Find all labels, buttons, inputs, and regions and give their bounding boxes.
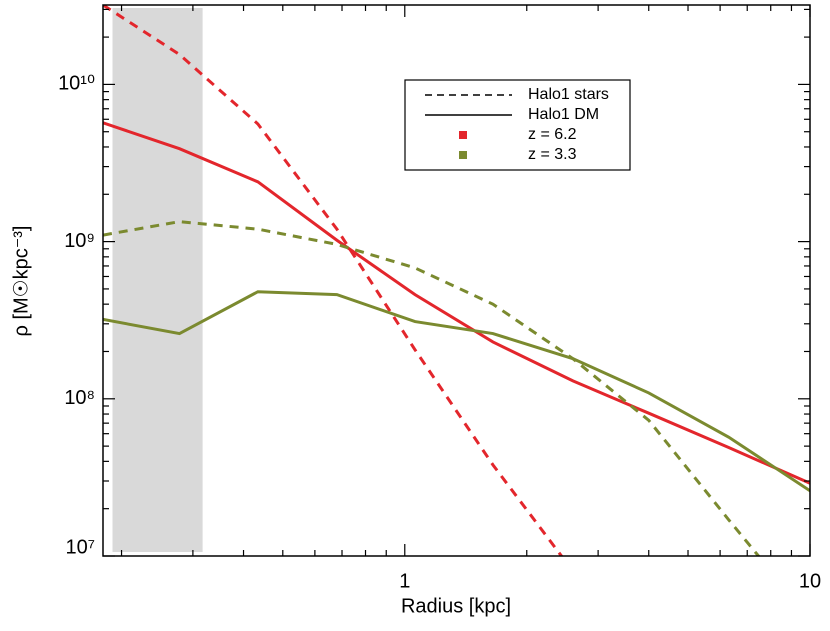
- x-axis-label: Radius [kpc]: [401, 595, 511, 617]
- y-tick-label: 10⁷: [66, 536, 95, 558]
- y-axis-label: ρ [M☉kpc⁻³]: [10, 226, 32, 337]
- y-tick-label: 10¹⁰: [58, 73, 95, 95]
- legend: Halo1 stars Halo1 DM z = 6.2 z = 3.3: [404, 79, 631, 171]
- data-line: [103, 220, 761, 556]
- data-line: [103, 121, 810, 485]
- x-tick-label: 1: [399, 570, 410, 592]
- data-line: [103, 5, 564, 556]
- data-line: [103, 290, 810, 493]
- legend-label: Halo1 DM: [528, 106, 599, 123]
- plot-lines: [103, 5, 810, 556]
- legend-swatch: [459, 131, 467, 139]
- y-tick-label: 10⁹: [64, 230, 95, 252]
- y-tick-label: 10⁸: [64, 387, 95, 409]
- x-tick-label: 10: [799, 570, 821, 592]
- legend-label: Halo1 stars: [528, 86, 609, 103]
- plot-frame: [102, 4, 811, 557]
- legend-swatch: [459, 151, 467, 159]
- legend-label: z = 3.3: [528, 146, 577, 163]
- legend-label: z = 6.2: [528, 126, 577, 143]
- shaded-region: [112, 8, 203, 552]
